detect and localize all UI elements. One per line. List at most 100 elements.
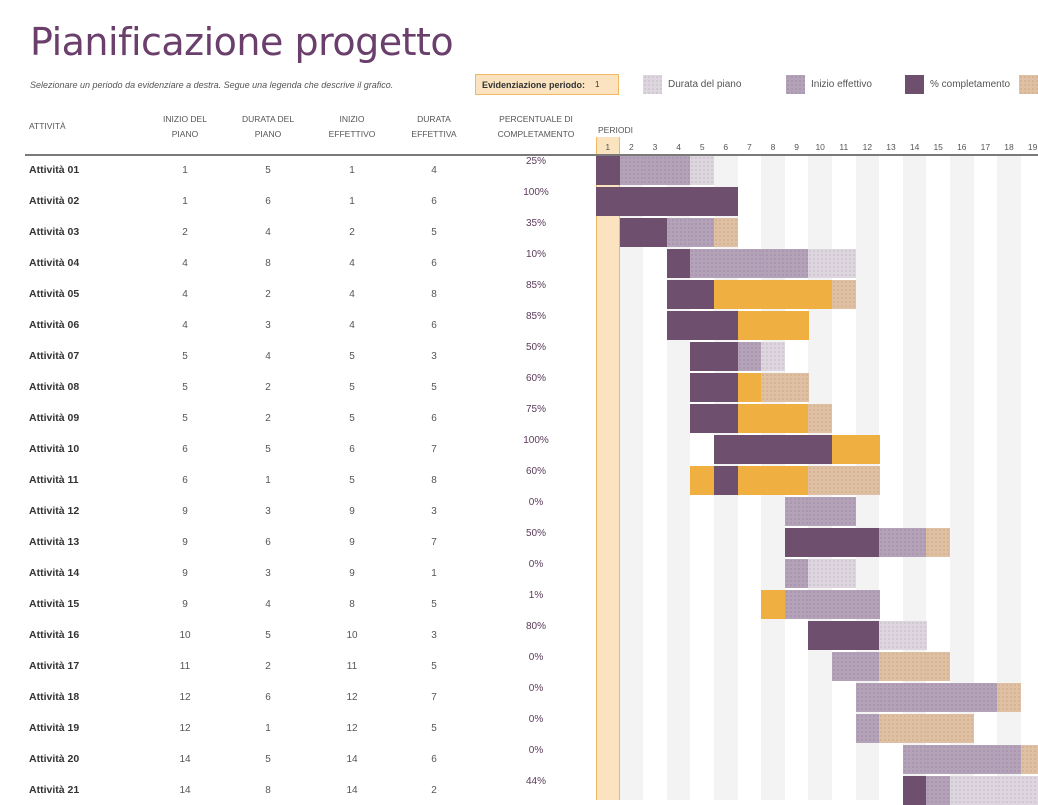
plan-duration-swatch-icon (643, 75, 662, 94)
task-plan-start: 12 (179, 723, 191, 734)
gantt-bar-segment (808, 590, 833, 619)
task-name: Attività 01 (29, 164, 80, 176)
gantt-bar-segment (690, 218, 715, 247)
gantt-bar-segment (690, 404, 715, 433)
period-highlight-label: Evidenziazione periodo: (482, 79, 586, 90)
gantt-bar-segment (832, 528, 857, 557)
legend-label: % completamento (930, 79, 1011, 90)
legend-label: Durata del piano (668, 79, 742, 90)
task-name: Attività 10 (29, 443, 80, 455)
task-plan-dur: 3 (265, 320, 271, 331)
task-name: Attività 19 (29, 722, 80, 734)
gantt-bar-segment (926, 714, 951, 743)
header-divider (25, 154, 1038, 156)
header-percent-complete: PERCENTUALE DI COMPLETAMENTO (497, 114, 575, 139)
gantt-bar-segment (784, 311, 809, 340)
gantt-bar-segment (832, 280, 857, 309)
gantt-bar-segment (879, 528, 904, 557)
task-act-dur: 6 (431, 320, 437, 331)
gantt-bar-segment (761, 590, 786, 619)
gantt-bar-segment (997, 745, 1022, 774)
task-act-dur: 5 (431, 599, 437, 610)
gantt-bar-segment (690, 342, 715, 371)
task-act-start: 10 (346, 630, 358, 641)
gantt-bar-segment (950, 683, 975, 712)
task-plan-dur: 5 (265, 444, 271, 455)
task-plan-dur: 5 (265, 630, 271, 641)
period-highlight-field[interactable]: Evidenziazione periodo: 1 (475, 74, 619, 95)
task-act-dur: 6 (431, 196, 437, 207)
gantt-bar-segment (784, 497, 809, 526)
gantt-bar-segment (926, 652, 951, 681)
task-percent-complete: 1% (528, 590, 544, 601)
task-name: Attività 04 (29, 257, 80, 269)
highlighted-period-column (596, 137, 620, 800)
task-act-dur: 5 (431, 227, 437, 238)
period-stripe (619, 156, 644, 800)
gantt-bar-segment (690, 156, 715, 185)
period-label: 10 (815, 142, 825, 152)
task-percent-complete: 50% (525, 528, 546, 539)
gantt-bar-segment (714, 280, 739, 309)
task-act-dur: 1 (431, 568, 437, 579)
task-name: Attività 07 (29, 350, 80, 362)
task-name: Attività 09 (29, 412, 80, 424)
gantt-bar-segment (714, 249, 739, 278)
gantt-bar-segment (737, 373, 762, 402)
gantt-bar-segment (832, 652, 857, 681)
gantt-bar-segment (973, 683, 998, 712)
task-percent-complete: 100% (523, 435, 549, 446)
task-name: Attività 02 (29, 195, 80, 207)
period-label: 9 (794, 142, 799, 152)
header-actual-duration: DURATA EFFETTIVA (411, 114, 457, 139)
period-label: 3 (652, 142, 658, 152)
task-plan-start: 6 (182, 444, 188, 455)
gantt-bar-segment (714, 187, 739, 216)
task-name: Attività 17 (29, 660, 80, 672)
task-name: Attività 21 (29, 784, 80, 796)
gantt-bar-segment (808, 249, 833, 278)
gantt-bar-segment (832, 590, 857, 619)
gantt-bar-segment (761, 342, 786, 371)
gantt-bar-segment (714, 218, 739, 247)
task-act-dur: 3 (431, 630, 437, 641)
gantt-bar-segment (832, 466, 857, 495)
task-act-start: 5 (349, 475, 355, 486)
gantt-bar-segment (808, 280, 833, 309)
gantt-bar-segment (784, 590, 809, 619)
gantt-bar-segment (808, 435, 833, 464)
period-highlight-value[interactable]: 1 (595, 80, 600, 89)
gantt-bar-segment (784, 435, 809, 464)
task-act-dur: 5 (431, 382, 437, 393)
task-plan-dur: 1 (265, 723, 271, 734)
task-name: Attività 16 (29, 629, 80, 641)
period-label: 18 (1004, 142, 1014, 152)
percent-complete-swatch-icon (905, 75, 924, 94)
period-label: 5 (699, 142, 705, 152)
gantt-bar-segment (902, 714, 927, 743)
task-act-dur: 7 (431, 444, 437, 455)
period-label: 7 (747, 142, 752, 152)
gantt-bar-segment (879, 714, 904, 743)
task-act-dur: 6 (431, 754, 437, 765)
task-plan-dur: 8 (265, 258, 271, 269)
gantt-bar-segment (714, 466, 739, 495)
task-act-start: 5 (349, 382, 355, 393)
gantt-bar-segment (666, 280, 691, 309)
gantt-bar-segment (808, 528, 833, 557)
gantt-bar-segment (690, 311, 715, 340)
task-name: Attività 11 (29, 474, 79, 486)
task-act-start: 5 (349, 413, 355, 424)
task-plan-dur: 4 (265, 227, 271, 238)
task-plan-dur: 1 (265, 475, 271, 486)
task-act-dur: 3 (431, 506, 437, 517)
gantt-bar-segment (761, 311, 786, 340)
gantt-bar-segment (855, 714, 880, 743)
gantt-bar-segment (666, 249, 691, 278)
gantt-bar-segment (808, 621, 833, 650)
gantt-bar-segment (997, 776, 1022, 805)
task-name: Attività 14 (29, 567, 80, 579)
task-percent-complete: 0% (528, 497, 544, 508)
gantt-bar-segment (690, 280, 715, 309)
gantt-bar-segment (950, 776, 975, 805)
